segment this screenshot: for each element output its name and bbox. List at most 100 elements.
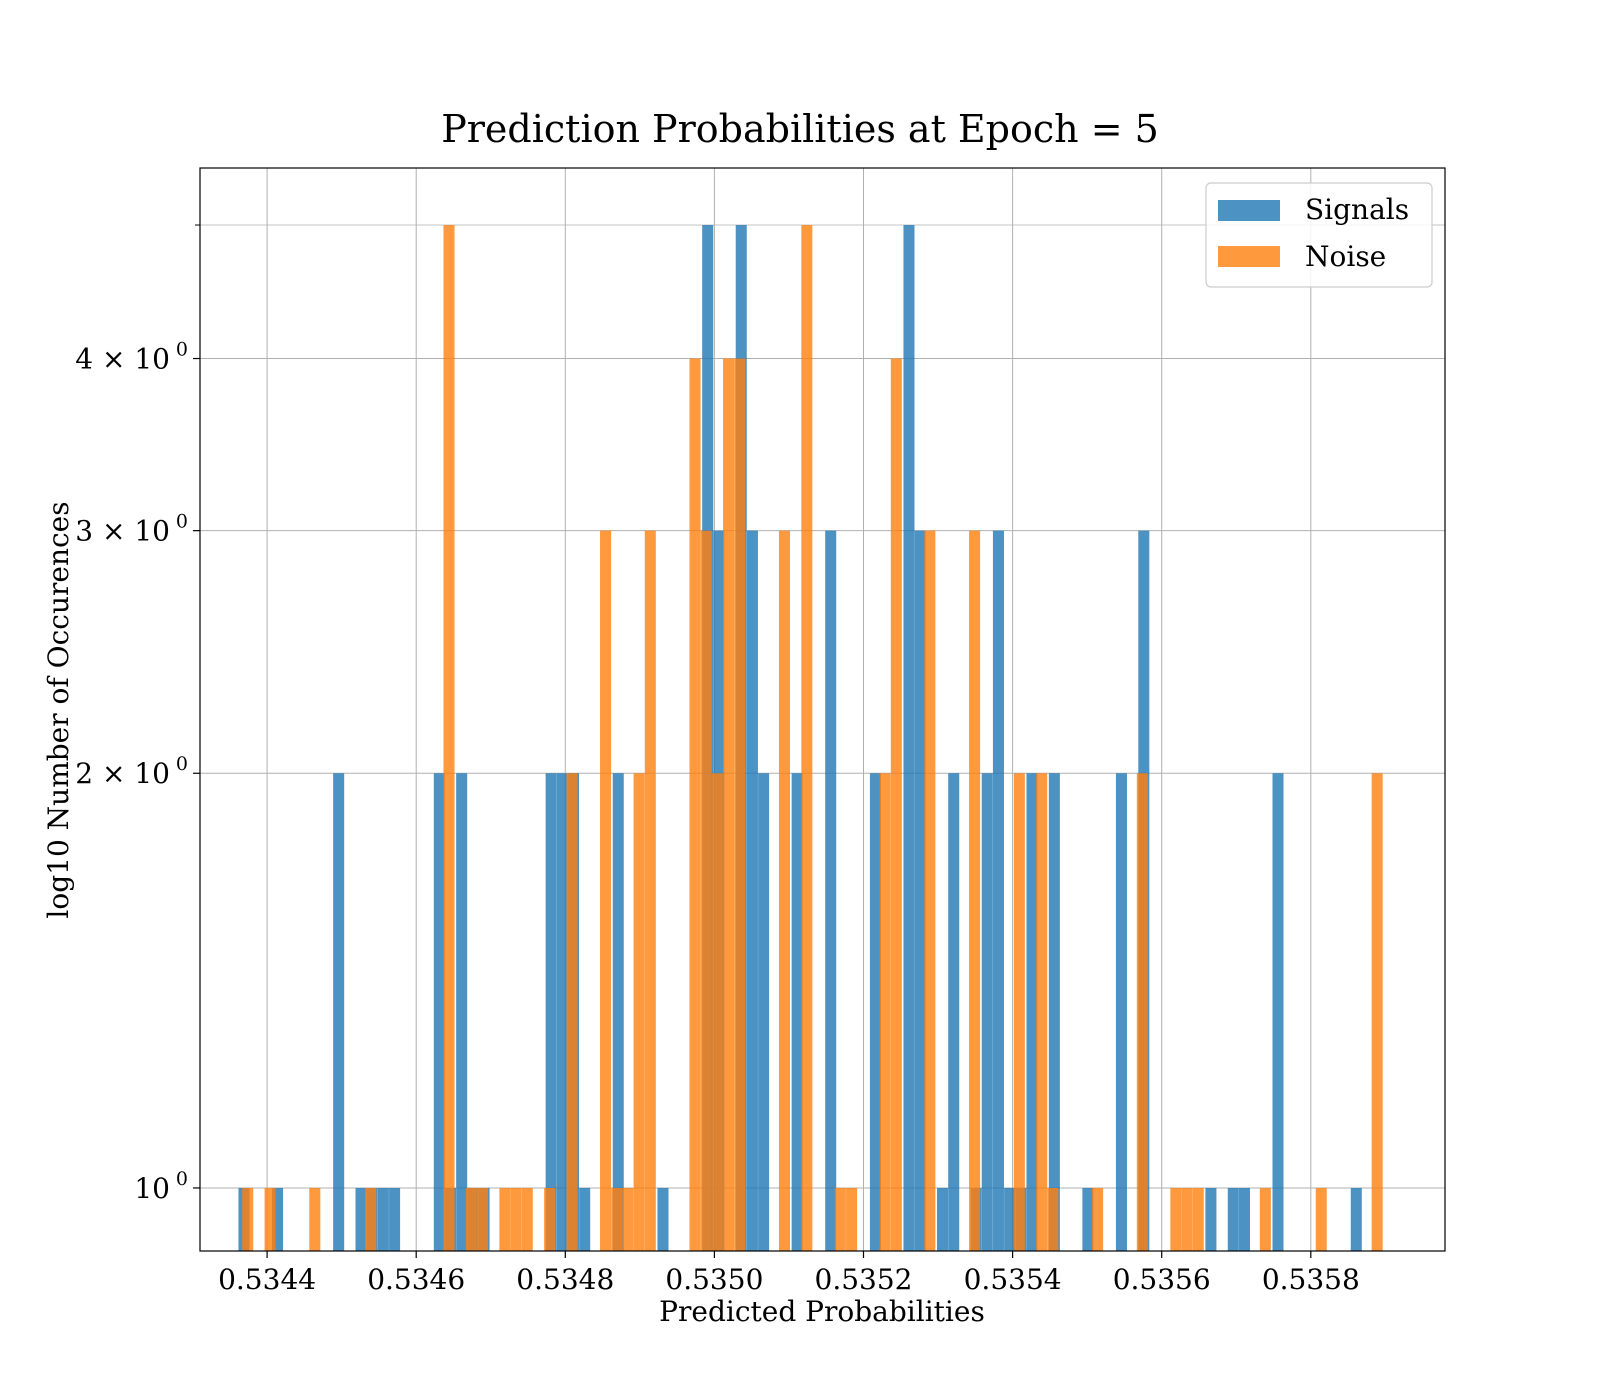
signals-bar: [758, 773, 770, 1251]
noise-bar: [1192, 1187, 1204, 1251]
signals-bar: [377, 1187, 389, 1251]
noise-bar: [1315, 1187, 1327, 1251]
noise-bar: [711, 773, 723, 1251]
legend-label-noise: Noise: [1305, 240, 1386, 273]
x-tick-label: 0.5352: [815, 1263, 913, 1296]
noise-bar: [1170, 1187, 1182, 1251]
signals-bar: [1238, 1187, 1250, 1251]
signals-bar: [1004, 1187, 1016, 1251]
legend-label-signals: Signals: [1305, 193, 1409, 226]
grid-lines: [200, 168, 1445, 1251]
noise-bar: [846, 1187, 858, 1251]
x-axis-ticks: 0.5344 0.5346 0.5348 0.5350 0.5352 0.5354 0.53…: [218, 1251, 1360, 1296]
noise-bar: [264, 1187, 276, 1251]
noise-bar: [499, 1187, 511, 1251]
noise-bar: [242, 1187, 254, 1251]
x-tick-label: 0.5344: [218, 1263, 316, 1296]
noise-bar: [443, 225, 455, 1252]
noise-bar: [924, 530, 936, 1251]
signals-bar: [1082, 1187, 1094, 1251]
y-tick-label: 3 × 10: [75, 515, 170, 548]
noise-bar: [1181, 1187, 1193, 1251]
noise-bar: [477, 1187, 489, 1251]
noise-bar: [1259, 1187, 1271, 1251]
noise-bar: [969, 530, 981, 1251]
signals-bar: [556, 773, 568, 1251]
x-tick-label: 0.5358: [1262, 1263, 1360, 1296]
signals-bar: [1205, 1187, 1217, 1251]
signals-bar: [903, 225, 915, 1252]
signals-bar: [948, 773, 960, 1251]
y-tick-label: 10: [134, 1172, 170, 1205]
noise-bar: [1036, 773, 1048, 1251]
noise-bar: [633, 773, 645, 1251]
signals-bar: [433, 773, 445, 1251]
signals-bars: [238, 225, 1362, 1252]
signals-bar: [456, 773, 468, 1251]
noise-bar: [834, 1187, 846, 1251]
signals-bar: [791, 773, 803, 1251]
noise-bar: [309, 1187, 321, 1251]
x-axis-label: Predicted Probabilities: [659, 1295, 985, 1328]
plot-frame: [199, 167, 1446, 1252]
noise-bar: [801, 225, 813, 1252]
signals-bar: [992, 530, 1004, 1251]
noise-bar: [723, 358, 735, 1252]
noise-bar: [510, 1187, 522, 1251]
noise-bar: [544, 1187, 556, 1251]
signals-bar: [1026, 773, 1038, 1251]
signals-bar: [981, 773, 993, 1251]
signals-bar: [272, 1187, 284, 1251]
signals-bar: [1272, 773, 1284, 1251]
signals-bar: [746, 530, 758, 1251]
signals-bar: [579, 1187, 591, 1251]
y-tick-exponent: 0: [176, 1168, 188, 1190]
noise-bar: [521, 1187, 533, 1251]
noise-bar: [700, 530, 712, 1251]
y-tick-exponent: 0: [176, 753, 188, 775]
noise-bar: [778, 530, 790, 1251]
noise-bar: [1013, 773, 1025, 1251]
noise-bar: [890, 358, 902, 1252]
noise-bar: [1136, 773, 1148, 1251]
signals-bar: [545, 773, 557, 1251]
signals-bar: [1115, 773, 1127, 1251]
noise-bar: [1047, 1187, 1059, 1251]
y-axis-label: log10 Number of Occurences: [42, 501, 75, 918]
y-tick-label: 2 × 10: [75, 757, 170, 790]
x-tick-label: 0.5354: [964, 1263, 1062, 1296]
x-tick-label: 0.5350: [665, 1263, 763, 1296]
signals-bar: [825, 530, 837, 1251]
legend-swatch-noise: [1218, 246, 1280, 267]
signals-bar: [869, 773, 881, 1251]
noise-bars: [242, 225, 1383, 1252]
noise-bar: [622, 1187, 634, 1251]
noise-bar: [566, 773, 578, 1251]
noise-bar: [1092, 1187, 1104, 1251]
x-tick-label: 0.5346: [367, 1263, 465, 1296]
noise-bar: [600, 530, 612, 1251]
signals-bar: [1048, 773, 1060, 1251]
y-tick-exponent: 0: [176, 511, 188, 533]
y-tick-label: 4 × 10: [75, 343, 170, 376]
signals-bar: [914, 530, 926, 1251]
noise-bar: [365, 1187, 377, 1251]
signals-bar: [657, 1187, 669, 1251]
noise-bar: [734, 358, 746, 1252]
noise-bar: [1371, 773, 1383, 1251]
noise-bar: [465, 1187, 477, 1251]
signals-bar: [355, 1187, 367, 1251]
y-axis-ticks: 10 0 2 × 10 0 3 × 10 0 4 × 10 0: [75, 224, 200, 1205]
noise-bar: [611, 1187, 623, 1251]
signals-bar: [937, 1187, 949, 1251]
noise-bar: [879, 773, 891, 1251]
signals-bar: [612, 773, 624, 1251]
x-tick-label: 0.5348: [516, 1263, 614, 1296]
legend-swatch-signals: [1218, 200, 1280, 221]
x-tick-label: 0.5356: [1113, 1263, 1211, 1296]
noise-bar: [644, 530, 656, 1251]
legend: Signals Noise: [1205, 182, 1433, 288]
signals-bar: [389, 1187, 401, 1251]
signals-bar: [1350, 1187, 1362, 1251]
